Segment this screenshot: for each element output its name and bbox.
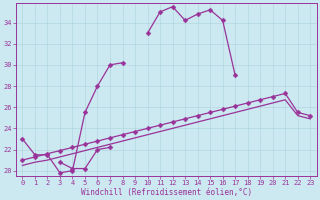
X-axis label: Windchill (Refroidissement éolien,°C): Windchill (Refroidissement éolien,°C) [81, 188, 252, 197]
